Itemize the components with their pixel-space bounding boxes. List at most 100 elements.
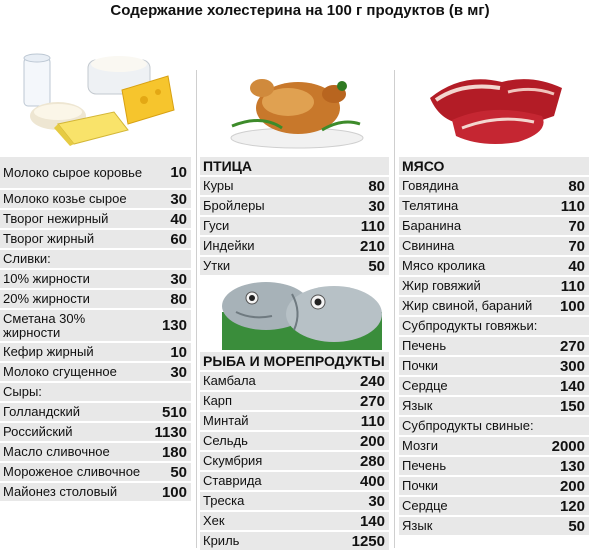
cholesterol-value: 200	[559, 477, 585, 495]
product-name: Хек	[203, 513, 225, 528]
product-name: Масло сливочное	[3, 444, 110, 459]
product-name: Майонез столовый	[3, 484, 118, 499]
cholesterol-value: 60	[170, 230, 187, 248]
list-item: Телятина 110	[399, 197, 589, 215]
list-item: Сердце 120	[399, 497, 589, 515]
cholesterol-value: 510	[161, 403, 187, 421]
cholesterol-value: 50	[170, 463, 187, 481]
list-item: Жир свиной, бараний 100	[399, 297, 589, 315]
subheading-label: Субпродукты говяжьи:	[402, 318, 538, 333]
list-item: Говядина 80	[399, 177, 589, 195]
cholesterol-value: 140	[359, 512, 385, 530]
product-name: Куры	[203, 178, 234, 193]
list-item: Утки 50	[200, 257, 389, 275]
product-name: 10% жирности	[3, 271, 90, 286]
subheading-cheese: Сыры:	[0, 383, 191, 401]
cholesterol-value: 30	[170, 270, 187, 288]
cholesterol-value: 240	[359, 372, 385, 390]
product-name: Телятина	[402, 198, 459, 213]
list-item: Хек 140	[200, 512, 389, 530]
list-item: Молоко сгущенное 30	[0, 363, 191, 381]
product-name: Сельдь	[203, 433, 248, 448]
product-name: 20% жирности	[3, 291, 90, 306]
cholesterol-value: 150	[559, 397, 585, 415]
cholesterol-value: 80	[170, 290, 187, 308]
product-name: Печень	[402, 338, 447, 353]
list-item: Голландский 510	[0, 403, 191, 421]
column-divider-left	[196, 70, 197, 548]
product-name: Баранина	[402, 218, 462, 233]
list-item: Мозги 2000	[399, 437, 589, 455]
subheading-beef-offal: Субпродукты говяжьи:	[399, 317, 589, 335]
list-item: Майонез столовый 100	[0, 483, 191, 501]
dairy-column: Молоко сырое коровье 10 Молоко козье сыро…	[0, 157, 191, 503]
dairy-products-image	[23, 53, 175, 146]
product-name: Творог нежирный	[3, 211, 109, 226]
list-item: Камбала 240	[200, 372, 389, 390]
subheading-pork-offal: Субпродукты свиные:	[399, 417, 589, 435]
cholesterol-value: 110	[360, 412, 385, 430]
list-item: Жир говяжий 110	[399, 277, 589, 295]
cholesterol-value: 40	[568, 257, 585, 275]
subheading-label: Сливки:	[3, 251, 51, 266]
product-name: Язык	[402, 518, 433, 533]
cholesterol-value: 130	[161, 317, 187, 334]
fish-image	[222, 282, 382, 350]
cholesterol-value: 40	[170, 210, 187, 228]
product-name: Молоко сырое коровье	[3, 164, 143, 180]
raw-meat-image	[430, 79, 562, 144]
cholesterol-value: 30	[170, 363, 187, 381]
fish-column: РЫБА И МОРЕПРОДУКТЫ Камбала 240 Карп 270 М…	[200, 352, 389, 552]
product-name: Почки	[402, 358, 439, 373]
product-name: Российский	[3, 424, 73, 439]
product-name: Камбала	[203, 373, 256, 388]
cholesterol-value: 130	[559, 457, 585, 475]
list-item: 10% жирности 30	[0, 270, 191, 288]
section-heading: ПТИЦА	[203, 158, 253, 174]
cholesterol-value: 100	[559, 297, 585, 315]
list-item: Сметана 30% жирности 130	[0, 310, 191, 341]
list-item: Мясо кролика 40	[399, 257, 589, 275]
cholesterol-value: 120	[559, 497, 585, 515]
product-name: Мороженое сливочное	[3, 464, 141, 479]
list-item: Молоко козье сырое 30	[0, 190, 191, 208]
product-name: Криль	[203, 533, 240, 548]
product-name: Утки	[203, 258, 231, 273]
product-name: Минтай	[203, 413, 249, 428]
list-item: Сердце 140	[399, 377, 589, 395]
list-item: Почки 300	[399, 357, 589, 375]
product-name: Индейки	[203, 238, 255, 253]
cholesterol-value: 80	[568, 177, 585, 195]
cholesterol-value: 400	[359, 472, 385, 490]
cholesterol-value: 30	[368, 492, 385, 510]
list-item: Куры 80	[200, 177, 389, 195]
cholesterol-value: 280	[359, 452, 385, 470]
list-item: Бройлеры 30	[200, 197, 389, 215]
cholesterol-value: 270	[359, 392, 385, 410]
list-item: Почки 200	[399, 477, 589, 495]
cholesterol-value: 110	[360, 217, 385, 235]
product-name: Гуси	[203, 218, 230, 233]
product-name: Мясо кролика	[402, 258, 486, 273]
list-item: Сельдь 200	[200, 432, 389, 450]
cholesterol-value: 70	[568, 217, 585, 235]
list-item: Печень 270	[399, 337, 589, 355]
list-item: Индейки 210	[200, 237, 389, 255]
section-heading-fish: РЫБА И МОРЕПРОДУКТЫ	[200, 352, 389, 370]
cholesterol-value: 1130	[154, 423, 187, 441]
product-name: Молоко козье сырое	[3, 191, 127, 206]
cholesterol-value: 1250	[351, 532, 385, 550]
cholesterol-value: 140	[559, 377, 585, 395]
list-item: Творог нежирный 40	[0, 210, 191, 228]
column-divider-right	[394, 70, 395, 548]
list-item: Минтай 110	[200, 412, 389, 430]
cholesterol-value: 50	[368, 257, 385, 275]
list-item: Треска 30	[200, 492, 389, 510]
cholesterol-value: 30	[170, 190, 187, 208]
product-name: Треска	[203, 493, 245, 508]
page-title: Содержание холестерина на 100 г продукто…	[110, 2, 490, 19]
list-item: 20% жирности 80	[0, 290, 191, 308]
list-item: Гуси 110	[200, 217, 389, 235]
section-heading-poultry: ПТИЦА	[200, 157, 389, 175]
list-item: Баранина 70	[399, 217, 589, 235]
